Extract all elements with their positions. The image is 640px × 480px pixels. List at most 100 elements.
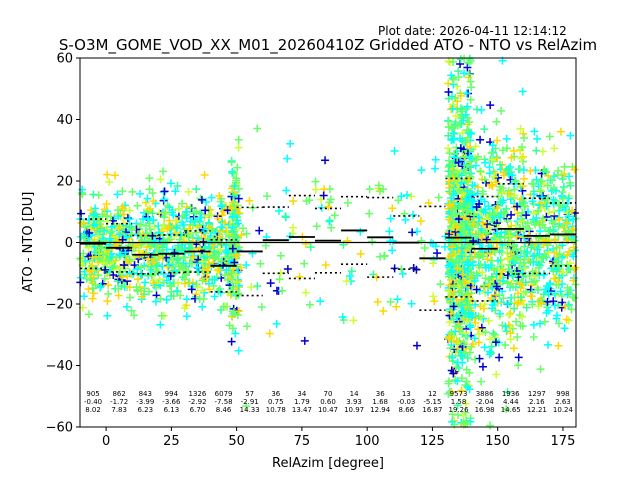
scatter-point [236,263,245,272]
x-tick-label: 150 [485,434,510,449]
scatter-point [430,297,439,306]
scatter-point [283,154,292,163]
scatter-point [343,236,352,245]
x-tick-label: 175 [551,434,576,449]
scatter-point [536,319,545,328]
scatter-point [118,202,127,211]
scatter-point [484,316,493,325]
scatter-point [560,162,569,171]
scatter-point [390,146,399,155]
scatter-point [434,193,443,202]
scatter-point [487,256,496,265]
scatter-point [166,272,175,281]
scatter-point [192,185,201,194]
scatter-point [196,194,205,203]
scatter-point [192,207,201,216]
scatter-point [486,421,495,430]
scatter-point [545,132,554,141]
scatter-point [209,241,218,250]
scatter-point [199,237,208,246]
scatter-point [305,300,314,309]
scatter-point [228,223,237,232]
scatter-point [130,311,139,320]
bin-mean-label: 4.44 [503,398,519,406]
scatter-point [102,212,111,221]
scatter-point [129,242,138,251]
scatter-point [136,220,145,229]
scatter-point [84,243,93,252]
scatter-point [365,209,374,218]
scatter-point [143,194,152,203]
scatter-point [103,311,112,320]
scatter-point [536,365,545,374]
scatter-point [234,194,243,203]
scatter-point [275,206,284,215]
scatter-point [470,355,479,364]
x-tick-label: 75 [294,434,311,449]
scatter-point [144,255,153,264]
scatter-point [556,127,565,136]
scatter-point [100,205,109,214]
scatter-point [192,290,201,299]
y-tick-label: −40 [46,359,73,374]
scatter-point [477,377,486,386]
scatter-point [330,211,339,220]
scatter-point [476,167,485,176]
scatter-point [238,224,247,233]
scatter-point [562,315,571,324]
scatter-point [401,215,410,224]
scatter-point [108,263,117,272]
scatter-point [149,279,158,288]
scatter-point [386,214,395,223]
scatter-point [242,402,251,411]
scatter-point [446,344,455,353]
scatter-point [128,187,137,196]
scatter-point [492,117,501,126]
scatter-point [122,302,131,311]
bin-stat-labels: 905-0.408.02862-1.727.83843-3.996.23994-… [84,390,574,414]
scatter-point [454,363,463,372]
y-tick-label: 0 [65,236,73,251]
scatter-point [184,266,193,275]
scatter-point [566,131,575,140]
scatter-point [532,146,541,155]
scatter-point [141,278,150,287]
scatter-point [466,77,475,86]
scatter-point [281,212,290,221]
scatter-point [178,212,187,221]
bin-mean-label: -2.04 [476,398,495,406]
scatter-point [151,267,160,276]
scatter-point [493,136,502,145]
scatter-point [317,195,326,204]
scatter-point [234,135,243,144]
scatter-point [275,275,284,284]
scatter-point [233,311,242,320]
scatter-point [220,219,229,228]
scatter-point [444,131,453,140]
scatter-point [214,214,223,223]
bin-std-label: 6.70 [190,406,206,414]
scatter-point [529,332,538,341]
scatter-point [548,176,557,185]
scatter-point [194,222,203,231]
scatter-point [512,317,521,326]
bin-mean-label: 1.58 [451,398,467,406]
scatter-point [234,346,243,355]
scatter-point [187,259,196,268]
scatter-point [146,204,155,213]
bin-std-label: 6.13 [164,406,180,414]
scatter-point [137,263,146,272]
scatter-point [386,297,395,306]
scatter-point [509,344,518,353]
scatter-point [459,69,468,78]
scatter-point [388,204,397,213]
scatter-point [461,344,470,353]
bin-count-label: 843 [139,390,152,398]
scatter-point [255,226,264,235]
scatter-point [195,294,204,303]
scatter-point [174,262,183,271]
scatter-point [139,249,148,258]
scatter-point [212,252,221,261]
scatter-point [160,213,169,222]
bin-count-label: 998 [556,390,569,398]
